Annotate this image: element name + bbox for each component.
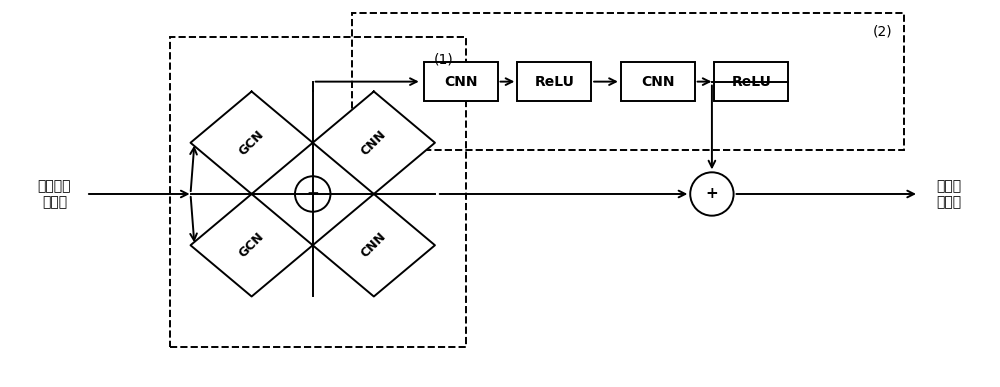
Text: 帧间数
据输入: 帧间数 据输入 [936,179,961,209]
FancyBboxPatch shape [714,62,788,101]
Text: ReLU: ReLU [534,75,574,89]
Polygon shape [191,194,313,296]
Text: CNN: CNN [359,128,389,158]
Text: GCN: GCN [237,230,267,260]
FancyBboxPatch shape [517,62,591,101]
FancyBboxPatch shape [424,62,498,101]
Polygon shape [313,194,435,296]
Text: (1): (1) [434,52,454,66]
Text: 骨骼点数
据输入: 骨骼点数 据输入 [38,179,71,209]
Text: ReLU: ReLU [731,75,771,89]
Text: −: − [306,187,319,202]
Circle shape [690,172,734,216]
Polygon shape [313,91,435,194]
Text: CNN: CNN [641,75,674,89]
Polygon shape [191,91,313,194]
Text: CNN: CNN [359,230,389,260]
Text: +: + [706,187,718,202]
Text: (2): (2) [873,24,892,38]
FancyBboxPatch shape [621,62,695,101]
Text: GCN: GCN [237,128,267,158]
Text: CNN: CNN [444,75,477,89]
Circle shape [295,176,330,212]
